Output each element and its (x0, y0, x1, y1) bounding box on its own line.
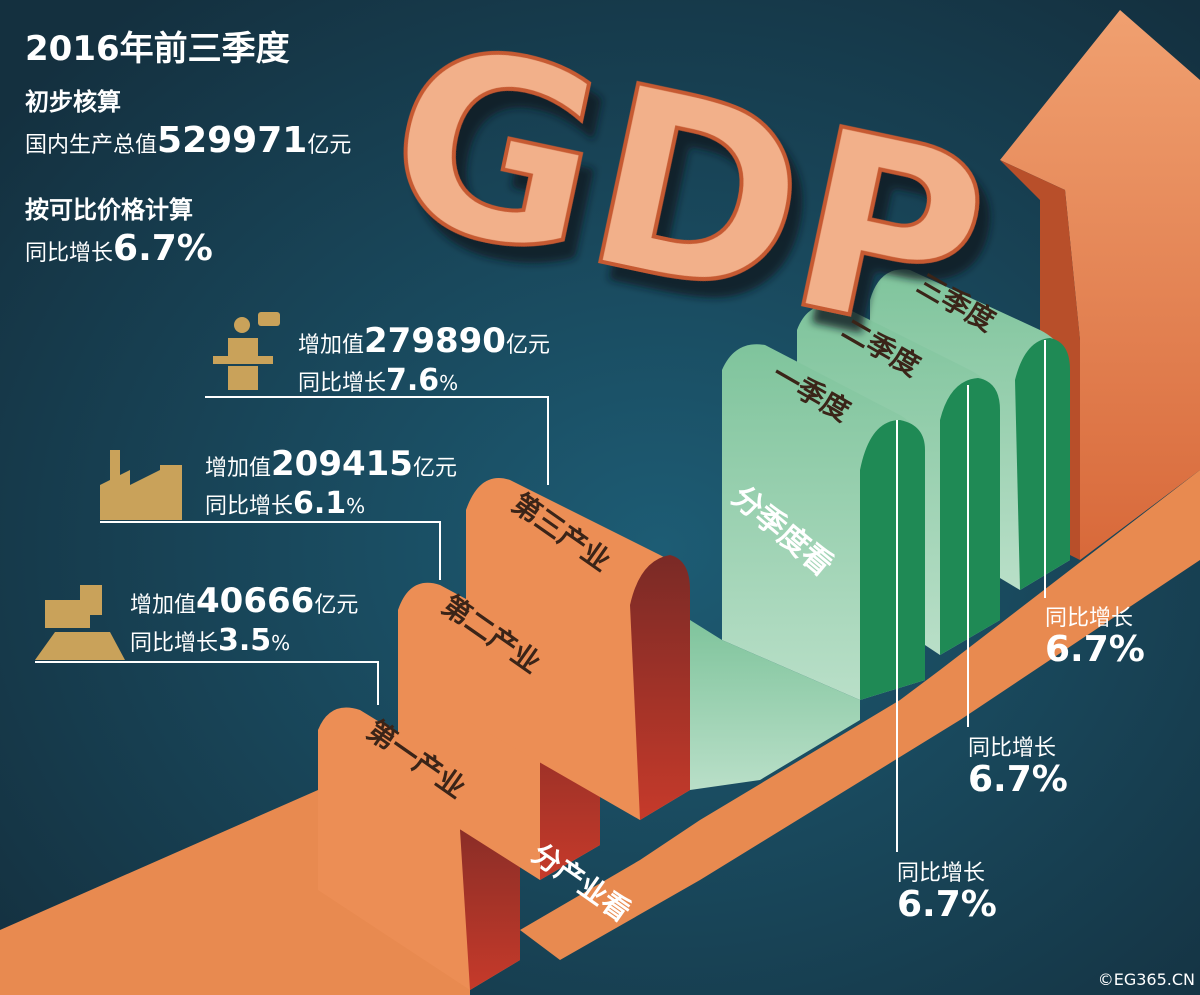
unit: 亿元 (314, 593, 358, 618)
arrow (1000, 10, 1200, 560)
growth-label: 同比增长 (25, 241, 113, 266)
growth-unit: % (346, 494, 365, 518)
quarter-growth-value: 6.7% (897, 884, 997, 925)
added-value: 40666 (196, 581, 314, 621)
leader-lines (35, 340, 1046, 852)
growth-value: 3.5 (218, 623, 271, 658)
added-label: 增加值 (298, 333, 364, 358)
growth-value: 7.6 (386, 363, 439, 398)
industry-value-line: 增加值209415亿元 (205, 444, 457, 484)
growth-unit: % (271, 631, 290, 655)
quarter-growth-label: 同比增长 (1045, 606, 1133, 631)
credit: ©EG365.CN (1098, 970, 1195, 989)
gdp-label: 国内生产总值 (25, 133, 157, 158)
title: 2016年前三季度 (25, 29, 290, 69)
added-value: 279890 (364, 321, 506, 361)
subtitle: 初步核算 (25, 88, 121, 116)
quarter-growth-value: 6.7% (968, 759, 1068, 800)
gdp-unit: 亿元 (307, 133, 351, 158)
method: 按可比价格计算 (25, 196, 193, 224)
gdp-line: 国内生产总值529971亿元 (25, 120, 351, 161)
unit: 亿元 (506, 333, 550, 358)
growth-label: 同比增长 (205, 494, 293, 519)
growth-label: 同比增长 (298, 371, 386, 396)
quarter-growth-label: 同比增长 (897, 861, 985, 886)
ribbon-link (520, 470, 1200, 960)
growth-value: 6.7% (113, 228, 213, 269)
industry-growth-line: 同比增长7.6% (298, 363, 458, 398)
unit: 亿元 (413, 456, 457, 481)
added-value: 209415 (271, 444, 413, 484)
growth-value: 6.1 (293, 486, 346, 521)
quarter-panels (690, 269, 1070, 790)
industry-value-line: 增加值279890亿元 (298, 321, 550, 361)
industry-growth-line: 同比增长6.1% (205, 486, 365, 521)
quarter-growth-value: 6.7% (1045, 629, 1145, 670)
industry-panels (318, 478, 690, 990)
growth-unit: % (439, 371, 458, 395)
growth-line: 同比增长6.7% (25, 228, 213, 269)
added-label: 增加值 (130, 593, 196, 618)
added-label: 增加值 (205, 456, 271, 481)
growth-label: 同比增长 (130, 631, 218, 656)
industry-value-line: 增加值40666亿元 (130, 581, 358, 621)
gdp-value: 529971 (157, 120, 307, 161)
icons (35, 312, 280, 660)
industry-growth-line: 同比增长3.5% (130, 623, 290, 658)
quarter-growth-label: 同比增长 (968, 736, 1056, 761)
